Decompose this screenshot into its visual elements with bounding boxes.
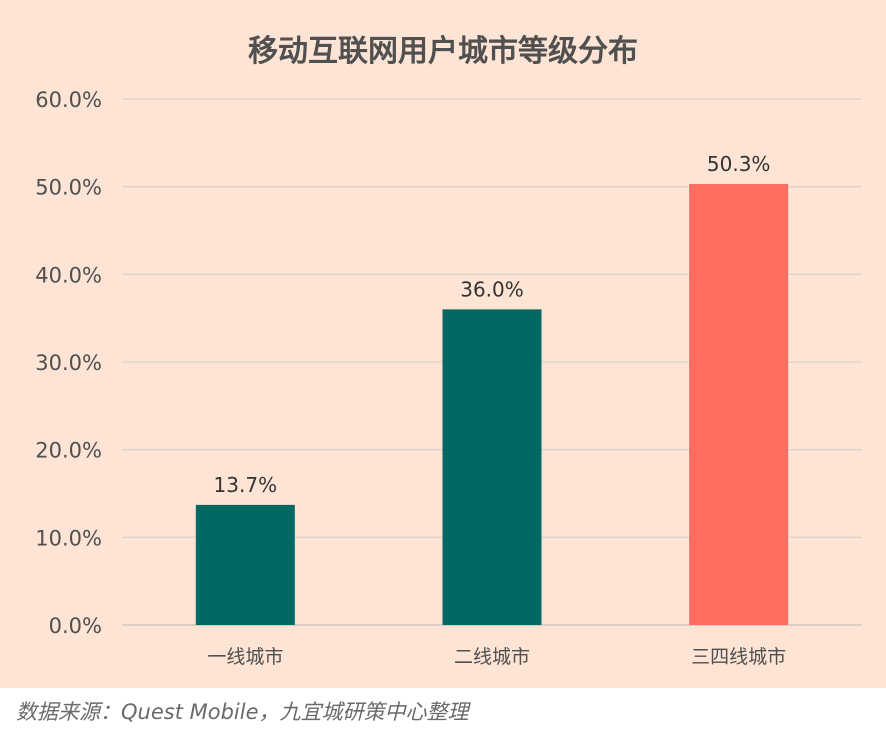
data-label: 50.3%: [707, 152, 771, 176]
bar: [689, 184, 789, 625]
bar-chart: 0.0% 10.0% 20.0% 30.0% 40.0% 50.0% 60.0% 13.7% 一…: [35, 88, 862, 668]
data-label: 36.0%: [460, 277, 524, 301]
data-label: 13.7%: [214, 473, 278, 497]
source-strip: 数据来源：Quest Mobile，九宜城研策中心整理: [0, 688, 886, 733]
y-tick-label: 40.0%: [35, 263, 102, 287]
y-tick-label: 10.0%: [35, 526, 102, 550]
y-tick-label: 50.0%: [35, 176, 102, 200]
source-note: 数据来源：Quest Mobile，九宜城研策中心整理: [16, 700, 469, 724]
chart-area: 移动互联网用户城市等级分布 0.0% 10.0% 20.0% 30.0% 40.0% 50…: [35, 34, 862, 668]
x-tick-label: 二线城市: [454, 646, 530, 668]
x-tick-label: 一线城市: [207, 646, 283, 668]
y-tick-label: 60.0%: [35, 88, 102, 112]
bar: [442, 309, 542, 625]
chart-title: 移动互联网用户城市等级分布: [248, 34, 638, 69]
y-tick-label: 30.0%: [35, 351, 102, 375]
y-tick-label: 0.0%: [49, 614, 102, 638]
bar: [195, 504, 295, 625]
y-tick-label: 20.0%: [35, 439, 102, 463]
x-tick-label: 三四线城市: [691, 646, 786, 668]
